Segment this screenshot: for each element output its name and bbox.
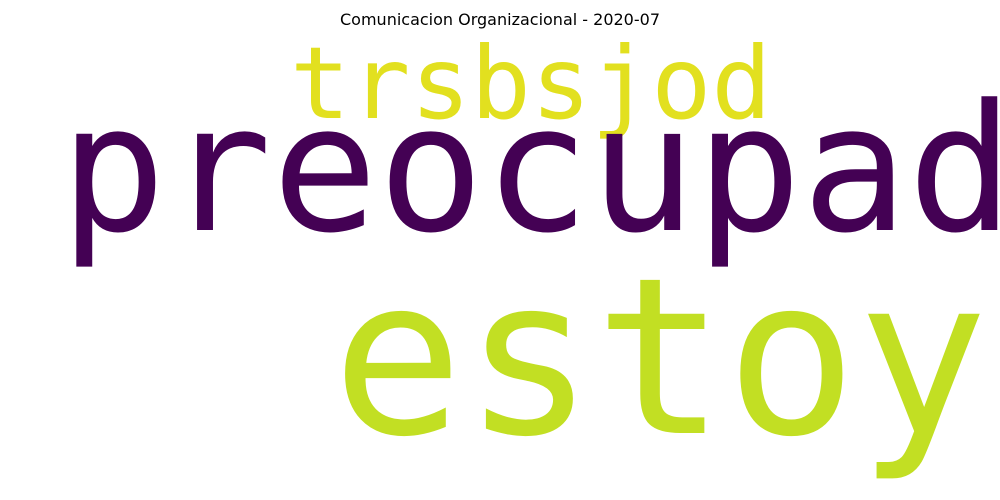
word-preocupada: preocupada xyxy=(60,67,1000,272)
word-estoy: estoy xyxy=(332,232,989,485)
word-trsbsjod: trsbsjod xyxy=(290,25,772,142)
chart-title: Comunicacion Organizacional - 2020-07 xyxy=(340,10,660,29)
